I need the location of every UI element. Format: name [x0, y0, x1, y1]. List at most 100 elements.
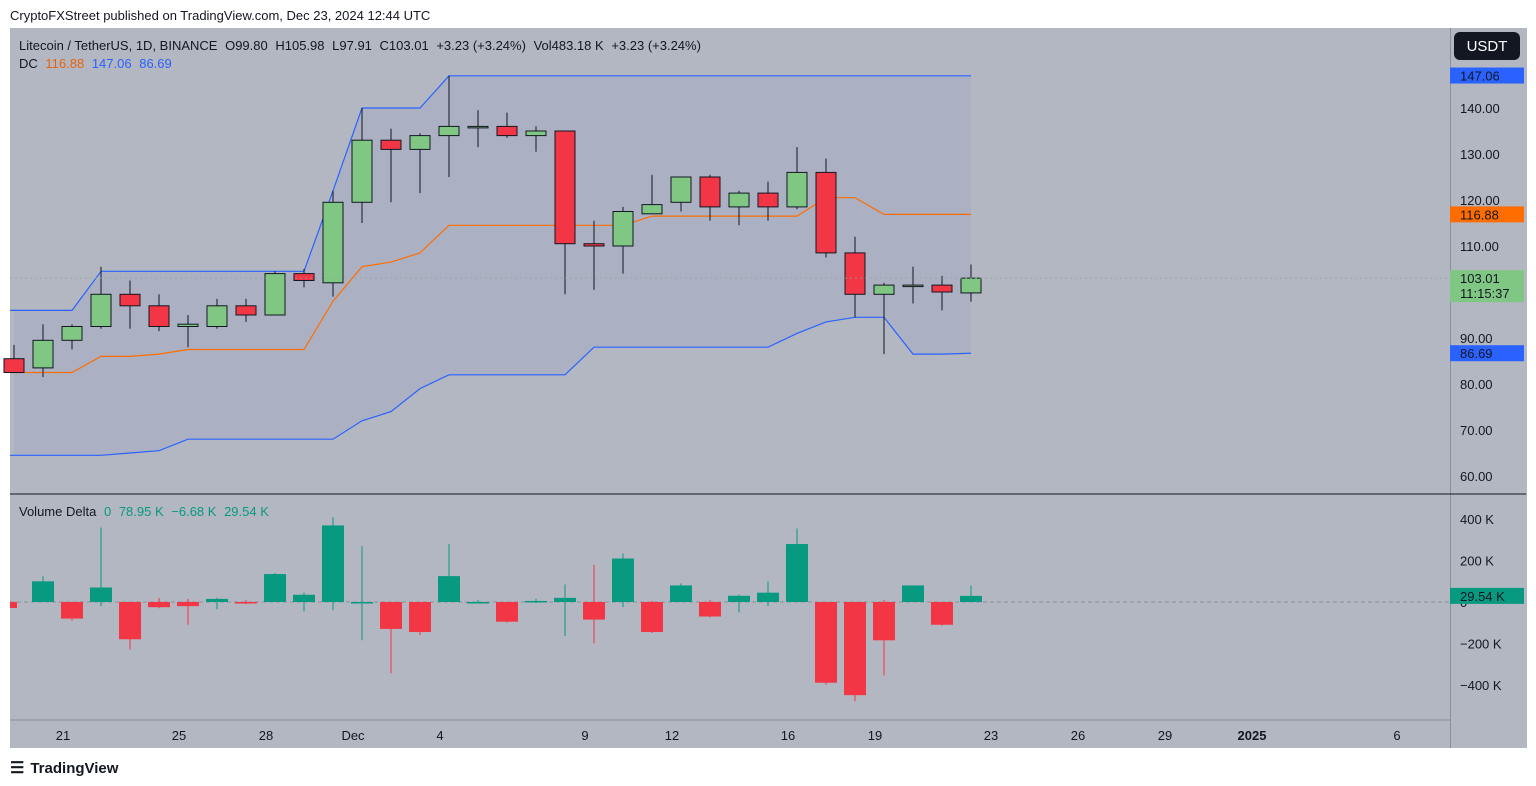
dc-legend: DC 116.88 147.06 86.69	[19, 56, 176, 71]
vd-bar	[699, 602, 721, 617]
candle	[931, 284, 953, 293]
vd-bar	[641, 602, 663, 633]
vd-bar	[409, 602, 431, 633]
vd-bar	[612, 558, 634, 602]
vd-bar	[496, 602, 518, 622]
dc-middle-tag-bg	[1450, 206, 1524, 223]
candle	[583, 243, 605, 247]
vd-bar	[728, 595, 750, 602]
time-tick-label: 19	[868, 728, 882, 743]
candle	[119, 293, 141, 307]
published-note: CryptoFXStreet published on TradingView.…	[10, 8, 431, 23]
vd-bar	[844, 602, 866, 696]
dc-lower-tag: 86.69	[1460, 346, 1493, 361]
vd-value-3: 29.54 K	[224, 504, 269, 519]
time-tick-label: 25	[172, 728, 186, 743]
candle	[90, 293, 112, 327]
price-tick-label: 120.00	[1460, 193, 1500, 208]
time-tick-label: Dec	[341, 728, 365, 743]
candle	[786, 171, 808, 208]
vd-bar	[148, 602, 170, 608]
vd-bar	[786, 544, 808, 602]
time-tick-label: 26	[1071, 728, 1085, 743]
candle	[322, 201, 344, 284]
main-legend: Litecoin / TetherUS, 1D, BINANCE O99.80 …	[19, 38, 705, 53]
vd-bar	[32, 581, 54, 602]
open-value: O99.80	[225, 38, 268, 53]
footer-brand: TradingView	[30, 759, 119, 777]
dc-upper-line	[10, 75, 971, 311]
dc-upper-tag: 147.06	[1460, 69, 1500, 84]
candle	[177, 323, 199, 328]
price-tag-bg	[1450, 270, 1524, 303]
candle	[467, 125, 489, 129]
vd-name[interactable]: Volume Delta	[19, 504, 97, 519]
vd-bar	[119, 602, 141, 640]
candle	[525, 130, 547, 137]
vd-value-0: 0	[103, 504, 112, 519]
candle	[438, 125, 460, 137]
vd-tick-label: −200 K	[1460, 636, 1502, 651]
time-tick-label: 28	[259, 728, 273, 743]
time-tick-label: 21	[56, 728, 70, 743]
candle	[496, 125, 518, 137]
price-tick-label: 90.00	[1460, 331, 1493, 346]
price-tick-label: 60.00	[1460, 469, 1493, 484]
candle	[61, 326, 83, 341]
dc-lower-value: 86.69	[139, 56, 172, 71]
price-tick-label: 140.00	[1460, 101, 1500, 116]
time-tick-label: 4	[436, 728, 443, 743]
dc-band-fill	[14, 75, 971, 456]
time-tick-label: 2025	[1238, 728, 1267, 743]
tradingview-logo-icon: ☰	[10, 760, 25, 777]
vd-tick-label: −400 K	[1460, 678, 1502, 693]
dc-middle-line	[10, 197, 971, 374]
vd-bar	[264, 574, 286, 602]
time-tick-label: 12	[665, 728, 679, 743]
vd-bar	[90, 587, 112, 602]
candle	[3, 358, 25, 374]
vd-bar	[177, 602, 199, 607]
time-tick-label: 29	[1158, 728, 1172, 743]
volume-value: Vol483.18 K	[533, 38, 604, 53]
candle	[380, 139, 402, 150]
candle	[728, 192, 750, 208]
vd-tick-label: 200 K	[1460, 554, 1494, 569]
vd-bar	[322, 525, 344, 602]
dc-upper-value: 147.06	[91, 56, 132, 71]
time-tick-label: 6	[1393, 728, 1400, 743]
vd-bar	[757, 592, 779, 602]
price-axis[interactable]	[1450, 28, 1527, 748]
dc-lower-line	[10, 316, 972, 456]
low-value: L97.91	[332, 38, 372, 53]
candle	[699, 176, 721, 208]
vd-bar	[61, 602, 83, 619]
candle	[235, 305, 257, 316]
symbol-title[interactable]: Litecoin / TetherUS, 1D, BINANCE	[19, 38, 218, 53]
candle	[670, 176, 692, 203]
time-tick-label: 9	[581, 728, 588, 743]
high-value: H105.98	[275, 38, 325, 53]
candle	[206, 305, 228, 327]
dc-middle-value: 116.88	[45, 56, 85, 71]
vd-bar	[438, 576, 460, 602]
candle	[148, 305, 170, 327]
price-tag: 103.01	[1460, 271, 1500, 286]
candle	[844, 252, 866, 295]
dc-name[interactable]: DC	[19, 56, 38, 71]
vd-bar	[380, 602, 402, 629]
countdown-tag: 11:15:37	[1460, 286, 1510, 301]
currency-button[interactable]: USDT	[1454, 32, 1520, 60]
volume-change-value: +3.23 (+3.24%)	[611, 38, 701, 53]
vd-bar	[670, 585, 692, 602]
vd-bar	[351, 602, 373, 604]
price-tick-label: 80.00	[1460, 377, 1493, 392]
vd-bar	[10, 602, 17, 608]
vd-bar	[467, 602, 489, 604]
candle	[612, 211, 634, 247]
candle	[264, 273, 286, 316]
vd-last-tag-bg	[1450, 587, 1524, 604]
candle	[960, 277, 982, 294]
tradingview-footer[interactable]: ☰ TradingView	[10, 758, 118, 778]
